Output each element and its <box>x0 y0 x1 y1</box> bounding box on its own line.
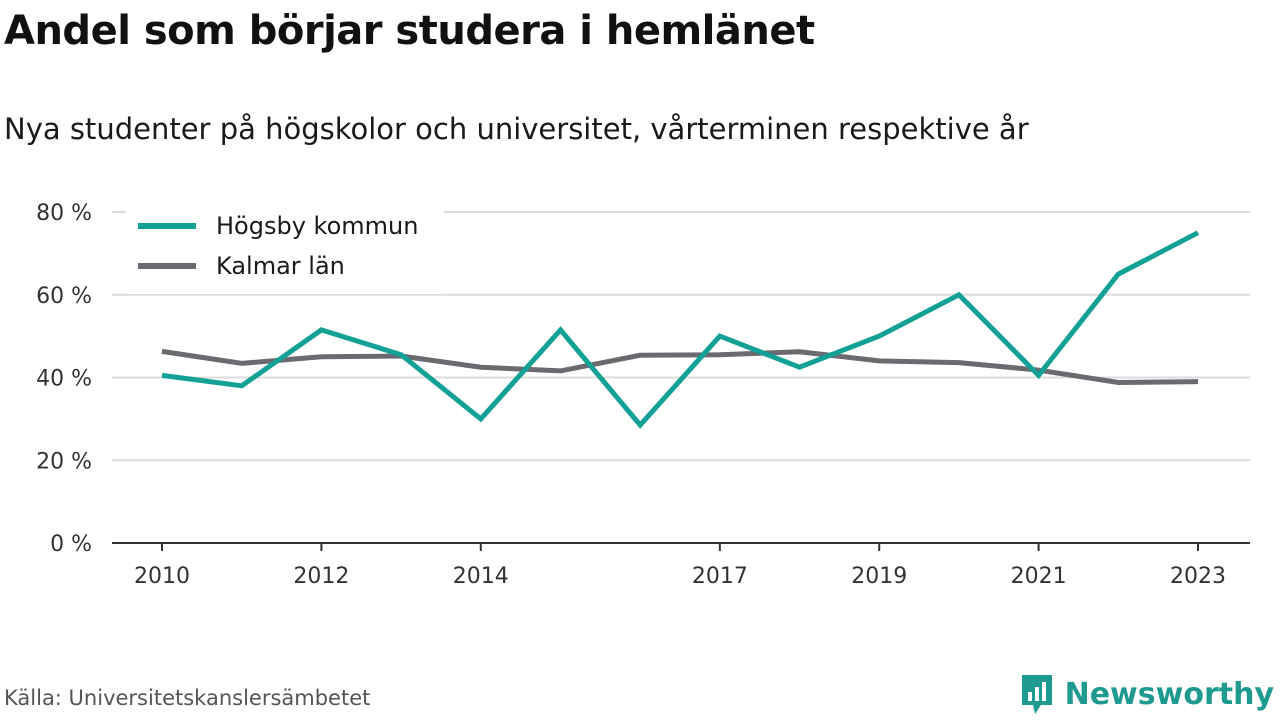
x-tick-label: 2021 <box>1011 564 1067 589</box>
series-line-hogsby <box>161 230 1200 429</box>
y-tick-label: 20 % <box>36 449 92 474</box>
y-tick-label: 40 % <box>36 367 92 392</box>
y-tick-label: 80 % <box>36 201 92 226</box>
x-tick-label: 2012 <box>293 564 349 589</box>
series-line-kalmar <box>161 348 1199 386</box>
newsworthy-logo-icon <box>1021 675 1052 714</box>
y-tick-label: 60 % <box>36 284 92 309</box>
x-tick-label: 2019 <box>851 564 907 589</box>
y-tick-label: 0 % <box>50 532 92 557</box>
x-tick-label: 2023 <box>1170 564 1226 589</box>
x-tick-label: 2010 <box>134 564 190 589</box>
legend-label: Kalmar län <box>216 252 345 280</box>
legend-label: Högsby kommun <box>216 212 418 240</box>
legend-background <box>126 206 444 294</box>
brand-name: Newsworthy <box>1064 676 1274 712</box>
chart-subtitle: Nya studenter på högskolor och universit… <box>4 112 1029 146</box>
x-tick-label: 2017 <box>692 564 748 589</box>
source-note: Källa: Universitetskanslersämbetet <box>4 686 371 710</box>
x-tick-label: 2014 <box>453 564 509 589</box>
brand-logo: Newsworthy <box>1019 672 1274 716</box>
chart-title: Andel som börjar studera i hemlänet <box>4 8 815 54</box>
